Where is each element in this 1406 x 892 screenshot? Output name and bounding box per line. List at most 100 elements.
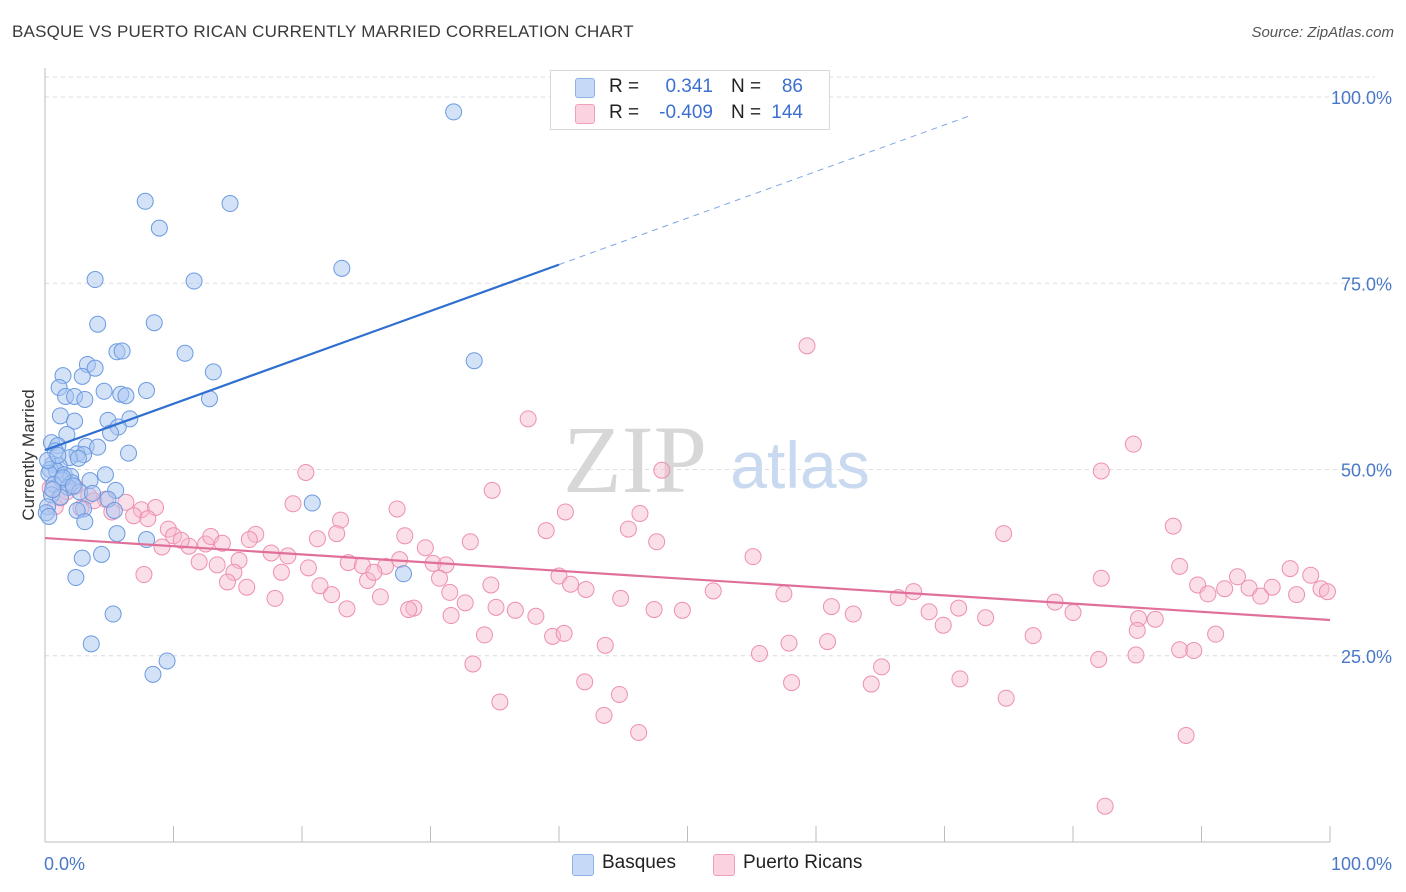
data-point-puerto-ricans [1171,557,1189,575]
data-point-puerto-ricans [135,566,153,584]
data-point-puerto-ricans [950,599,968,617]
y-tick-label: 75.0% [1341,274,1392,294]
legend-row-puerto-ricans: R = -0.409 N = 144 [551,101,829,127]
data-point-puerto-ricans [279,547,297,565]
series-basques [37,103,483,683]
legend-swatch-puerto-ricans [713,854,735,876]
data-point-puerto-ricans [1240,579,1258,597]
data-point-puerto-ricans [577,580,595,598]
data-point-puerto-ricans [1024,627,1042,645]
data-point-puerto-ricans [139,510,157,528]
data-point-basques [120,444,138,462]
data-point-puerto-ricans [328,525,346,543]
data-point-puerto-ricans [491,693,509,711]
data-point-puerto-ricans [208,556,226,574]
data-point-puerto-ricans [240,531,258,549]
data-point-puerto-ricans [284,495,302,513]
data-point-puerto-ricans [1199,585,1217,603]
legend-label-basques: Basques [602,852,676,873]
trend-lines [44,115,1331,622]
data-point-basques [105,501,123,519]
data-point-puerto-ricans [487,598,505,616]
data-point-puerto-ricans [388,500,406,518]
data-point-basques [67,569,85,587]
data-point-puerto-ricans [783,674,801,692]
data-point-puerto-ricans [483,481,501,499]
data-point-puerto-ricans [1228,568,1246,586]
data-point-puerto-ricans [365,563,383,581]
data-point-puerto-ricans [920,603,938,621]
legend-n-label: N = [731,76,762,97]
data-point-puerto-ricans [396,527,414,545]
data-point-puerto-ricans [673,601,691,619]
data-point-puerto-ricans [371,588,389,606]
data-point-basques [84,484,102,502]
data-point-puerto-ricans [172,531,190,549]
data-point-puerto-ricans [475,626,493,644]
data-point-puerto-ricans [1177,726,1195,744]
data-point-puerto-ricans [648,533,666,551]
data-point-puerto-ricans [125,507,143,525]
legend-r-label: R = [609,102,640,123]
data-point-puerto-ricans [612,589,630,607]
watermark: ZIP atlas [563,406,870,513]
data-point-basques [136,192,154,210]
data-point-puerto-ricans [1127,646,1145,664]
data-point-puerto-ricans [323,586,341,604]
data-point-basques [49,446,67,464]
legend-label-puerto-ricans: Puerto Ricans [743,852,863,873]
data-point-puerto-ricans [218,573,236,591]
data-point-puerto-ricans [562,575,580,593]
data-point-puerto-ricans [225,563,243,581]
trend-line-basques-extension [558,115,971,266]
data-point-basques [185,272,203,290]
data-point-puerto-ricans [527,607,545,625]
legend-n-value: 86 [781,76,803,97]
data-point-puerto-ricans [332,511,350,529]
data-point-puerto-ricans [596,636,614,654]
data-point-puerto-ricans [951,670,969,688]
data-point-basques [89,438,107,456]
data-point-puerto-ricans [905,583,923,601]
data-point-basques [108,525,126,543]
data-point-puerto-ricans [862,675,880,693]
data-point-puerto-ricans [1185,642,1203,660]
data-point-basques [445,103,463,121]
data-point-puerto-ricans [1092,462,1110,480]
x-tick-label: 0.0% [44,854,85,874]
watermark-atlas: atlas [730,428,869,502]
data-point-basques [113,342,131,360]
data-point-basques [96,466,114,484]
y-axis-label: Currently Married [19,389,38,520]
data-point-puerto-ricans [750,645,768,663]
data-point-puerto-ricans [997,689,1015,707]
data-point-puerto-ricans [822,598,840,616]
data-point-puerto-ricans [1288,586,1306,604]
legend-row-basques: R = 0.341 N = 86 [551,75,829,101]
data-point-basques [73,549,91,567]
data-point-basques [89,315,107,333]
data-point-puerto-ricans [441,583,459,601]
data-point-puerto-ricans [1124,435,1142,453]
data-point-puerto-ricans [430,569,448,587]
data-point-basques [44,481,62,499]
data-point-puerto-ricans [704,582,722,600]
data-point-puerto-ricans [456,594,474,612]
data-point-puerto-ricans [238,578,256,596]
y-tick-label: 25.0% [1341,647,1392,667]
data-point-basques [465,352,483,370]
data-point-puerto-ricans [977,609,995,627]
data-point-basques [86,271,104,289]
data-point-puerto-ricans [190,553,208,571]
data-point-puerto-ricans [556,503,574,521]
legend-n-value: 144 [771,102,803,123]
source-label: Source: ZipAtlas.com [1251,24,1394,41]
data-point-basques [86,359,104,377]
data-point-puerto-ricans [400,601,418,619]
data-point-puerto-ricans [266,589,284,607]
data-point-puerto-ricans [1064,604,1082,622]
data-point-puerto-ricans [519,410,537,428]
data-point-puerto-ricans [464,655,482,673]
data-point-puerto-ricans [461,533,479,551]
data-point-puerto-ricans [416,539,434,557]
